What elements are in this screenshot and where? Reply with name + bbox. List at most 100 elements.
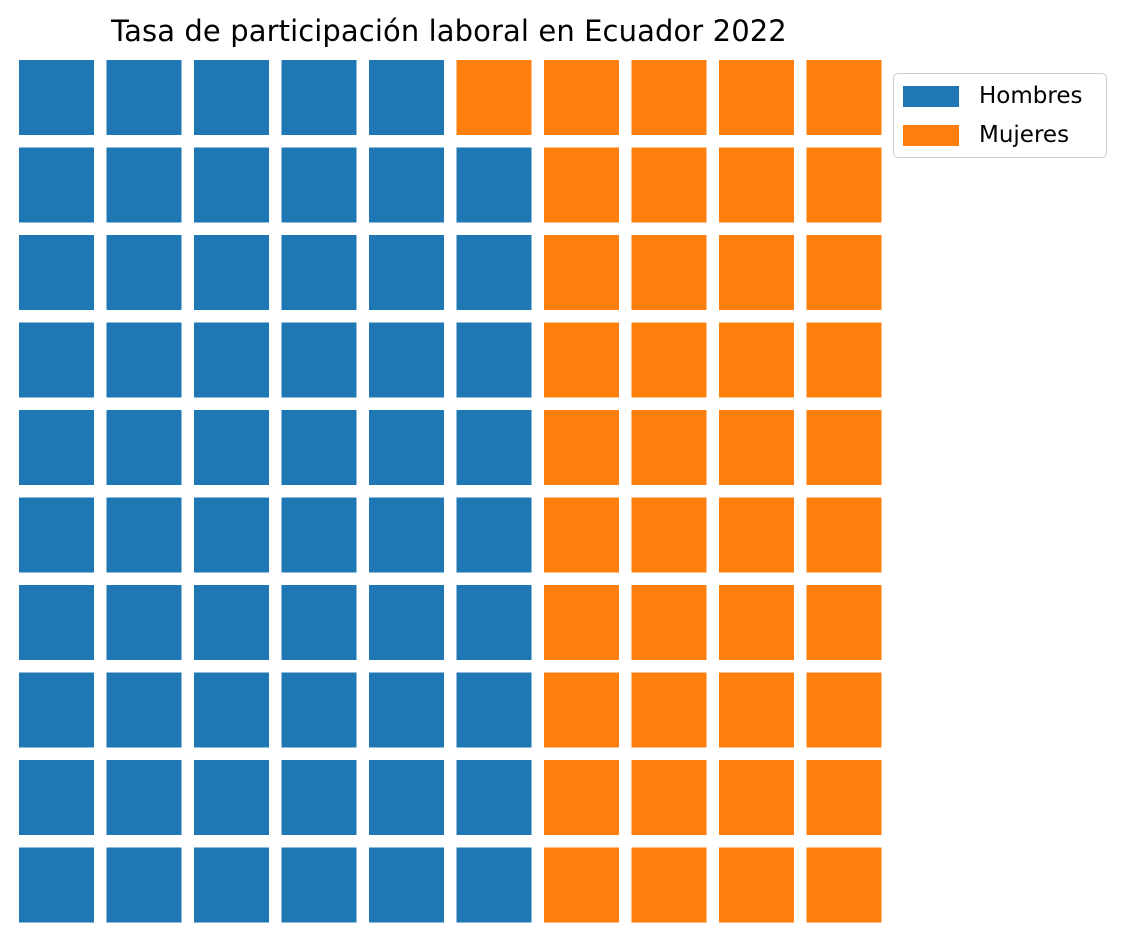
waffle-cell-hombres	[281, 322, 357, 398]
waffle-cell-hombres	[106, 497, 182, 573]
waffle-cell-mujeres	[719, 847, 794, 923]
legend-swatch-mujeres	[903, 124, 959, 146]
waffle-cell-hombres	[19, 410, 94, 485]
waffle-cell-mujeres	[719, 235, 794, 310]
waffle-cell-mujeres	[719, 585, 794, 660]
waffle-cell-mujeres	[631, 147, 707, 223]
waffle-cell-hombres	[19, 760, 94, 835]
waffle-cell-mujeres	[631, 760, 707, 835]
waffle-cell-hombres	[194, 497, 269, 573]
waffle-cell-hombres	[106, 60, 182, 135]
waffle-cell-hombres	[281, 847, 357, 923]
waffle-cell-hombres	[281, 760, 357, 835]
waffle-cell-hombres	[456, 672, 532, 748]
waffle-cell-mujeres	[719, 60, 794, 135]
waffle-cell-hombres	[369, 672, 444, 748]
waffle-cell-hombres	[369, 760, 444, 835]
waffle-cell-mujeres	[631, 410, 707, 485]
waffle-cell-hombres	[19, 147, 94, 223]
waffle-cell-mujeres	[806, 497, 882, 573]
legend-swatch-hombres	[903, 85, 959, 107]
waffle-cell-hombres	[456, 147, 532, 223]
waffle-cell-hombres	[194, 410, 269, 485]
waffle-cell-hombres	[194, 235, 269, 310]
waffle-cell-hombres	[456, 410, 532, 485]
waffle-cell-mujeres	[806, 585, 882, 660]
waffle-cell-hombres	[456, 585, 532, 660]
waffle-cell-hombres	[19, 847, 94, 923]
waffle-cell-hombres	[106, 147, 182, 223]
waffle-cell-hombres	[369, 410, 444, 485]
waffle-cell-mujeres	[719, 322, 794, 398]
waffle-cell-mujeres	[631, 235, 707, 310]
waffle-cell-mujeres	[631, 847, 707, 923]
waffle-cell-hombres	[19, 497, 94, 573]
waffle-cell-mujeres	[806, 147, 882, 223]
waffle-cell-mujeres	[544, 847, 619, 923]
waffle-cell-hombres	[281, 235, 357, 310]
waffle-cell-hombres	[369, 497, 444, 573]
waffle-cell-hombres	[456, 760, 532, 835]
waffle-cell-mujeres	[806, 60, 882, 135]
waffle-cell-hombres	[369, 322, 444, 398]
waffle-cell-hombres	[194, 60, 269, 135]
waffle-cell-mujeres	[719, 147, 794, 223]
waffle-cell-hombres	[369, 847, 444, 923]
waffle-cell-hombres	[106, 760, 182, 835]
waffle-cell-hombres	[456, 497, 532, 573]
waffle-cell-hombres	[456, 847, 532, 923]
waffle-cell-hombres	[106, 672, 182, 748]
waffle-cell-hombres	[194, 760, 269, 835]
waffle-cell-hombres	[281, 672, 357, 748]
waffle-cell-mujeres	[544, 497, 619, 573]
waffle-grid	[19, 60, 882, 923]
waffle-cell-mujeres	[806, 410, 882, 485]
waffle-cell-mujeres	[631, 60, 707, 135]
waffle-cell-mujeres	[806, 760, 882, 835]
waffle-cell-hombres	[281, 147, 357, 223]
waffle-cell-mujeres	[544, 585, 619, 660]
chart-title: Tasa de participación laboral en Ecuador…	[111, 14, 787, 48]
waffle-cell-hombres	[369, 585, 444, 660]
waffle-cell-hombres	[106, 410, 182, 485]
waffle-cell-mujeres	[544, 235, 619, 310]
waffle-cell-hombres	[19, 235, 94, 310]
waffle-cell-hombres	[19, 585, 94, 660]
waffle-cell-hombres	[456, 322, 532, 398]
legend-item-mujeres: Mujeres	[903, 121, 1069, 149]
waffle-cell-mujeres	[806, 847, 882, 923]
waffle-cell-hombres	[19, 322, 94, 398]
waffle-cell-hombres	[194, 147, 269, 223]
legend-label-mujeres: Mujeres	[979, 122, 1070, 148]
waffle-cell-hombres	[194, 847, 269, 923]
waffle-cell-hombres	[194, 585, 269, 660]
waffle-cell-hombres	[281, 410, 357, 485]
waffle-cell-mujeres	[719, 672, 794, 748]
waffle-cell-mujeres	[456, 60, 532, 135]
legend-label-hombres: Hombres	[979, 83, 1083, 109]
waffle-cell-mujeres	[631, 322, 707, 398]
waffle-cell-hombres	[369, 235, 444, 310]
waffle-cell-hombres	[19, 60, 94, 135]
waffle-cell-mujeres	[806, 672, 882, 748]
waffle-cell-hombres	[194, 672, 269, 748]
waffle-cell-hombres	[281, 585, 357, 660]
waffle-cell-hombres	[106, 847, 182, 923]
legend-item-hombres: Hombres	[903, 82, 1082, 110]
waffle-cell-hombres	[106, 585, 182, 660]
waffle-cell-hombres	[281, 497, 357, 573]
waffle-cell-hombres	[19, 672, 94, 748]
waffle-cell-mujeres	[544, 672, 619, 748]
waffle-cell-mujeres	[544, 60, 619, 135]
waffle-cell-mujeres	[806, 235, 882, 310]
waffle-cell-hombres	[281, 60, 357, 135]
waffle-cell-hombres	[106, 322, 182, 398]
waffle-cell-mujeres	[719, 410, 794, 485]
waffle-cell-mujeres	[544, 760, 619, 835]
legend: Hombres Mujeres	[893, 73, 1107, 158]
waffle-cell-mujeres	[719, 497, 794, 573]
waffle-cell-hombres	[194, 322, 269, 398]
waffle-cell-mujeres	[631, 672, 707, 748]
waffle-cell-mujeres	[544, 322, 619, 398]
